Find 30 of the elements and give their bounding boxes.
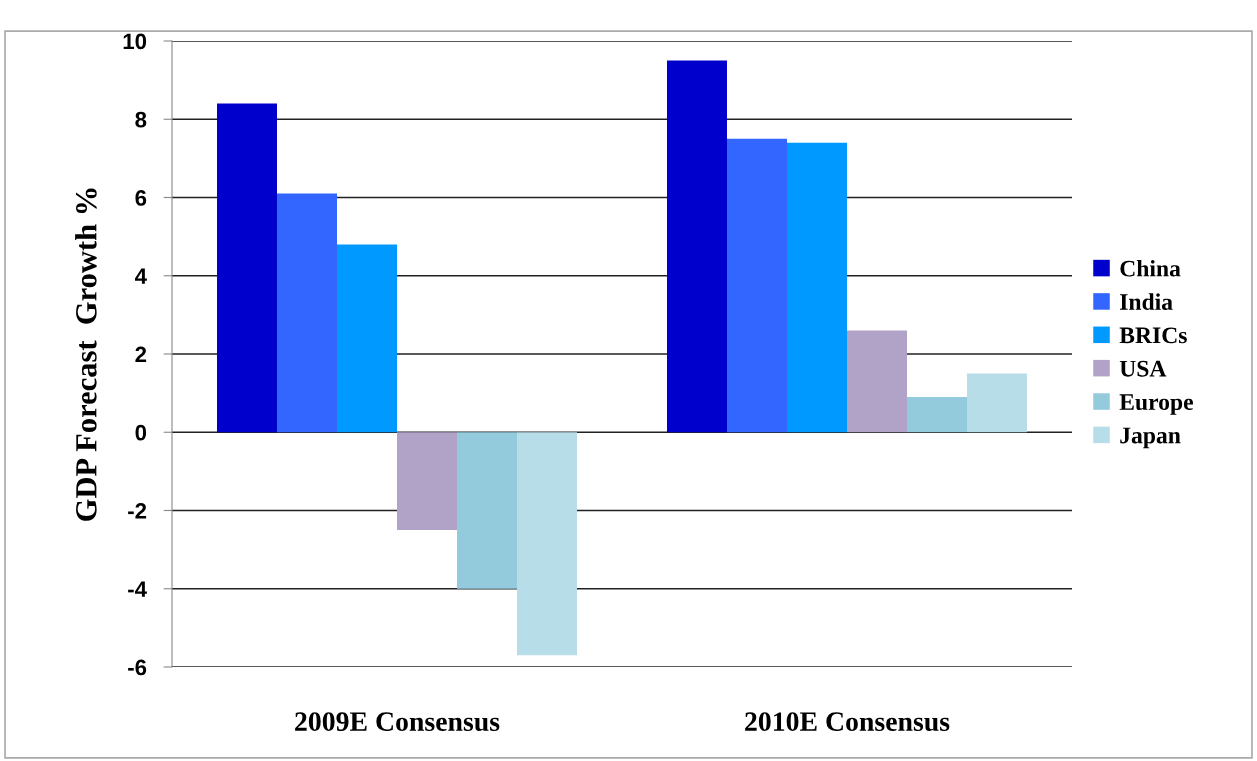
- bar: [337, 244, 397, 433]
- bar: [787, 142, 847, 433]
- y-tick-label: 2: [135, 346, 147, 363]
- legend-label: Europe: [1119, 394, 1193, 415]
- bar: [847, 330, 907, 433]
- legend-label: China: [1120, 259, 1181, 277]
- y-tick-label: 10: [123, 33, 147, 50]
- y-tick-label: 4: [134, 268, 147, 284]
- bar: [457, 432, 517, 589]
- bar: [277, 193, 337, 433]
- legend-label: BRICs: [1119, 327, 1187, 344]
- y-tick-label: -6: [128, 659, 147, 676]
- x-tick-label: 2009E Consensus: [295, 712, 500, 732]
- bar: [217, 103, 277, 433]
- y-tick-label: 0: [135, 424, 147, 441]
- legend-label: USA: [1119, 360, 1167, 377]
- bar: [727, 138, 787, 433]
- legend-label: India: [1120, 293, 1173, 310]
- bar: [967, 373, 1027, 433]
- bar: [907, 397, 967, 433]
- y-tick-label: -4: [128, 581, 147, 597]
- legend-label: Japan: [1120, 427, 1181, 449]
- y-tick-label: 8: [135, 111, 147, 128]
- bar: [667, 60, 727, 433]
- x-tick-label: 2010E Consensus: [745, 712, 950, 732]
- bar: [517, 432, 577, 656]
- bar: [397, 432, 457, 531]
- y-tick-label: -2: [128, 503, 147, 519]
- y-tick-label: 6: [135, 190, 147, 206]
- y-axis-title: GDP Forecast Growth %: [75, 188, 97, 521]
